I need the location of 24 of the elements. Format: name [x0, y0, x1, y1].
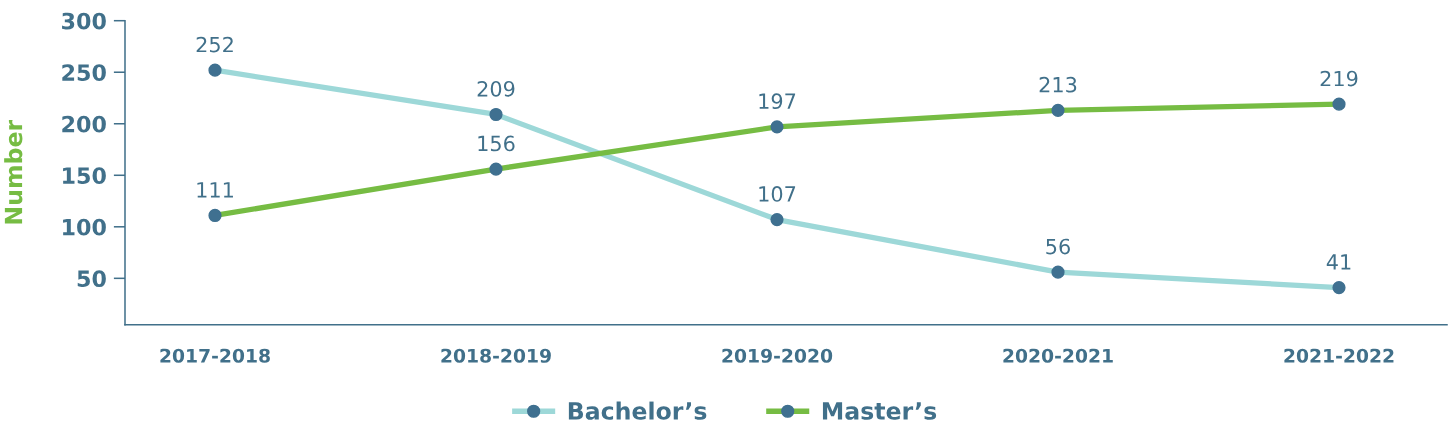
y-tick-label: 150 [63, 167, 106, 185]
y-axis-title: Number [4, 119, 23, 224]
y-tick-label: 300 [62, 12, 106, 30]
data-label: 197 [759, 93, 796, 110]
data-label: 56 [1046, 238, 1070, 255]
y-tick-label: 100 [63, 218, 106, 236]
data-label: 111 [197, 182, 233, 198]
data-label: 209 [477, 80, 515, 97]
legend-label: Master’s [822, 402, 937, 420]
data-label: 213 [1039, 76, 1077, 93]
x-tick-label: 2021-2022 [1284, 348, 1394, 363]
x-tick-label: 2019-2020 [722, 348, 833, 363]
data-label: 219 [1320, 70, 1358, 87]
legend-label: Bachelor’s [568, 401, 707, 420]
data-label: 41 [1326, 254, 1351, 270]
x-tick-label: 2020-2021 [1003, 348, 1113, 363]
data-label: 252 [196, 36, 233, 53]
y-tick-label: 50 [77, 270, 106, 288]
y-tick-label: 250 [62, 64, 106, 81]
y-tick-label: 200 [62, 115, 106, 133]
data-label: 107 [759, 186, 796, 202]
x-tick-label: 2018-2019 [441, 348, 551, 363]
data-label: 156 [478, 135, 515, 152]
x-tick-label: 2017-2018 [160, 348, 270, 363]
